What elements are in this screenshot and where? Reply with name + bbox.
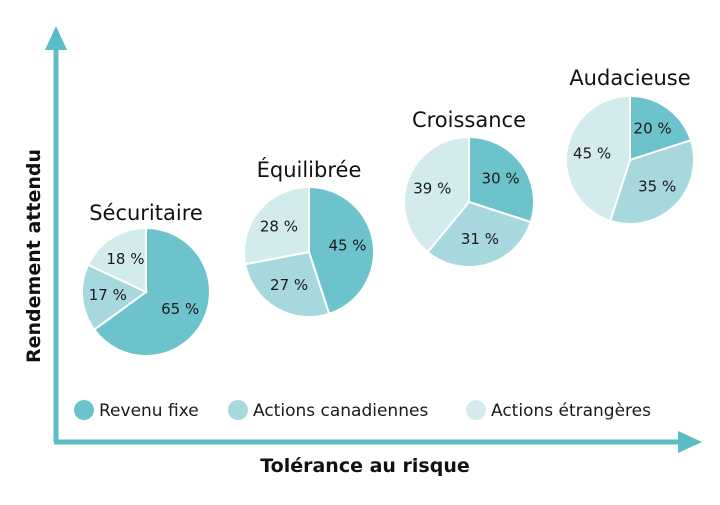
pies-group: 65 % 17 % 18 % Sécuritaire 45 % 27 % 28 % Équil… [81,66,695,357]
legend-label-actions-canadiennes: Actions canadiennes [253,401,428,421]
pie-audacieuse-slice-actions-canadiennes [608,138,695,225]
pie-croissance-slice-actions-etrangeres [403,135,470,254]
x-axis-label: Tolérance au risque [260,455,470,477]
pie-equilibree-label-actions-etrangeres: 28 % [260,218,298,236]
pie-audacieuse-slice-revenu-fixe [629,94,693,162]
pie-equilibree-slice-actions-canadiennes [243,250,331,318]
pie-audacieuse-slice-actions-etrangeres [565,94,631,223]
pie-equilibree: 45 % 27 % 28 % Équilibrée [243,157,375,318]
legend-label-revenu-fixe: Revenu fixe [99,401,199,421]
pie-croissance-title: Croissance [412,108,526,132]
y-axis-label: Rendement attendu [23,149,45,363]
pie-audacieuse-label-actions-etrangeres: 45 % [573,145,611,163]
pie-croissance: 30 % 31 % 39 % Croissance [403,108,535,268]
pie-securitaire-slice-revenu-fixe [92,226,211,357]
pie-securitaire: 65 % 17 % 18 % Sécuritaire [81,201,211,357]
legend-swatch-revenu-fixe [74,400,94,420]
legend-swatch-actions-etrangeres [466,400,486,420]
pie-audacieuse-title: Audacieuse [569,66,690,90]
pie-equilibree-label-actions-canadiennes: 27 % [270,276,308,294]
x-axis-arrow [678,431,702,453]
pie-audacieuse: 20 % 35 % 45 % Audacieuse [565,66,695,225]
pie-securitaire-title: Sécuritaire [89,201,203,225]
pie-equilibree-slice-actions-etrangeres [243,185,310,266]
pie-croissance-label-actions-canadiennes: 31 % [461,230,499,248]
pie-equilibree-label-revenu-fixe: 45 % [328,236,366,254]
pie-croissance-slice-revenu-fixe [468,135,535,224]
pie-equilibree-title: Équilibrée [257,157,362,182]
pie-securitaire-slice-actions-etrangeres [86,226,147,294]
pie-securitaire-label-revenu-fixe: 65 % [161,300,199,318]
pie-audacieuse-label-revenu-fixe: 20 % [634,119,672,137]
legend: Revenu fixe Actions canadiennes Actions … [74,400,651,421]
legend-label-actions-etrangeres: Actions étrangères [491,401,651,421]
pie-croissance-label-actions-etrangeres: 39 % [413,179,451,197]
pie-croissance-label-revenu-fixe: 30 % [482,170,520,188]
axes [45,26,702,453]
pie-croissance-slice-actions-canadiennes [426,200,533,268]
pie-securitaire-label-actions-etrangeres: 18 % [106,250,144,268]
pie-equilibree-slice-revenu-fixe [308,185,375,316]
legend-swatch-actions-canadiennes [228,400,248,420]
pie-audacieuse-label-actions-canadiennes: 35 % [638,178,676,196]
pie-securitaire-slice-actions-canadiennes [81,263,148,332]
y-axis-arrow [45,26,67,50]
pie-securitaire-label-actions-canadiennes: 17 % [89,286,127,304]
